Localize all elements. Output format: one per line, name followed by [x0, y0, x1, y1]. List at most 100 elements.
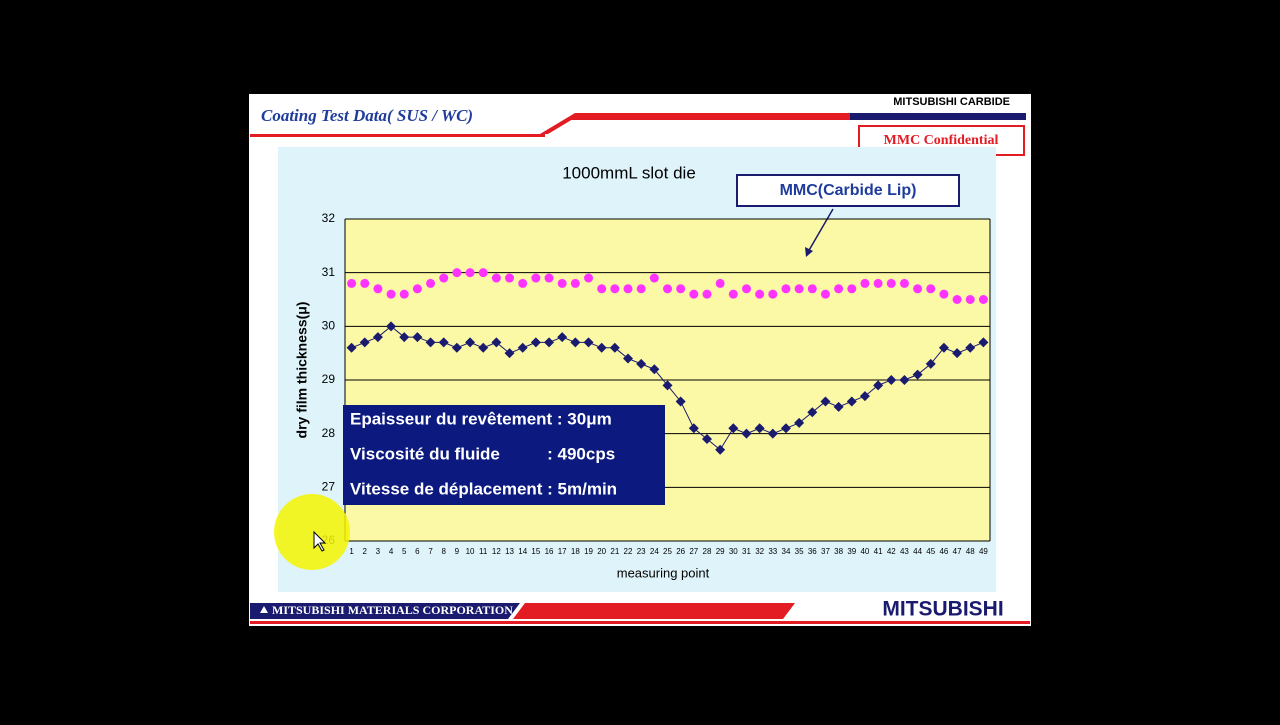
- data-point: [491, 337, 502, 348]
- data-point: [623, 353, 634, 364]
- data-point: [807, 284, 817, 294]
- chart-title: 1000mmL slot die: [562, 163, 696, 182]
- data-point: [663, 284, 672, 294]
- y-tick-label: 27: [322, 480, 336, 494]
- x-tick-label: 30: [729, 547, 738, 556]
- data-point: [544, 273, 554, 283]
- data-point: [636, 284, 646, 294]
- data-point: [899, 278, 909, 288]
- data-point: [755, 289, 765, 299]
- data-point: [873, 380, 884, 391]
- data-point: [518, 278, 528, 288]
- data-point: [636, 358, 647, 369]
- x-tick-label: 8: [441, 547, 446, 556]
- data-point: [584, 273, 594, 283]
- data-point: [807, 407, 818, 418]
- data-point: [372, 332, 383, 343]
- x-tick-label: 22: [624, 547, 633, 556]
- data-point: [834, 284, 844, 294]
- data-point: [820, 289, 830, 299]
- data-point: [938, 342, 949, 353]
- data-point: [544, 337, 555, 348]
- x-tick-label: 49: [979, 547, 988, 556]
- footer-logo: MITSUBISHI: [882, 598, 1003, 621]
- data-point: [426, 278, 436, 288]
- data-point: [794, 284, 804, 294]
- data-point: [557, 278, 567, 288]
- data-point: [925, 358, 936, 369]
- data-point: [399, 289, 409, 299]
- data-point: [504, 348, 515, 359]
- x-tick-label: 35: [795, 547, 804, 556]
- x-tick-label: 9: [455, 547, 460, 556]
- data-point: [583, 337, 594, 348]
- data-point: [978, 295, 988, 304]
- x-tick-label: 13: [505, 547, 514, 556]
- data-point: [846, 396, 857, 407]
- data-point: [465, 268, 475, 278]
- data-point: [399, 332, 410, 343]
- data-point: [596, 342, 607, 353]
- data-point: [662, 380, 673, 391]
- y-tick-label: 28: [322, 426, 336, 440]
- slide-title: Coating Test Data( SUS / WC): [261, 106, 473, 125]
- x-tick-label: 33: [768, 547, 777, 556]
- data-point: [820, 396, 831, 407]
- data-point: [702, 289, 712, 299]
- x-tick-label: 48: [966, 547, 975, 556]
- x-axis-label: measuring point: [617, 565, 710, 580]
- data-point: [715, 444, 726, 455]
- data-point: [767, 428, 778, 439]
- data-point: [780, 423, 791, 434]
- data-point: [912, 369, 923, 380]
- data-point: [965, 295, 975, 304]
- data-point: [346, 342, 357, 353]
- y-tick-label: 31: [322, 265, 336, 279]
- info-box: [343, 405, 665, 505]
- data-point: [452, 268, 462, 278]
- data-point: [570, 278, 580, 288]
- x-tick-label: 46: [939, 547, 948, 556]
- data-point: [465, 337, 476, 348]
- data-point: [768, 289, 778, 299]
- x-tick-label: 17: [558, 547, 567, 556]
- data-point: [741, 428, 752, 439]
- x-tick-label: 10: [466, 547, 475, 556]
- data-point: [675, 396, 686, 407]
- data-point: [570, 337, 581, 348]
- x-tick-label: 38: [834, 547, 843, 556]
- data-point: [860, 278, 870, 288]
- data-point: [491, 273, 501, 283]
- data-point: [505, 273, 515, 283]
- data-point: [978, 337, 989, 348]
- x-tick-label: 11: [479, 547, 488, 556]
- data-point: [439, 273, 449, 283]
- data-point: [873, 278, 883, 288]
- x-tick-label: 16: [545, 547, 554, 556]
- data-point: [715, 278, 725, 288]
- x-tick-label: 15: [531, 547, 540, 556]
- data-point: [676, 284, 686, 294]
- data-point: [689, 289, 699, 299]
- data-point: [794, 417, 805, 428]
- x-tick-label: 21: [610, 547, 619, 556]
- x-tick-label: 24: [650, 547, 659, 556]
- data-point: [373, 284, 383, 294]
- x-tick-label: 6: [415, 547, 420, 556]
- data-point: [688, 423, 699, 434]
- data-point: [886, 375, 897, 385]
- x-tick-label: 45: [926, 547, 935, 556]
- data-point: [412, 332, 423, 343]
- data-point: [899, 375, 910, 385]
- data-point: [531, 273, 541, 283]
- data-point: [926, 284, 936, 294]
- x-tick-label: 29: [716, 547, 725, 556]
- x-tick-label: 42: [887, 547, 896, 556]
- x-tick-label: 20: [597, 547, 606, 556]
- data-point: [478, 342, 489, 353]
- data-point: [859, 391, 870, 402]
- annotation-arrow: [807, 208, 834, 253]
- annotation-arrowhead: [805, 247, 813, 257]
- x-tick-label: 34: [782, 547, 791, 556]
